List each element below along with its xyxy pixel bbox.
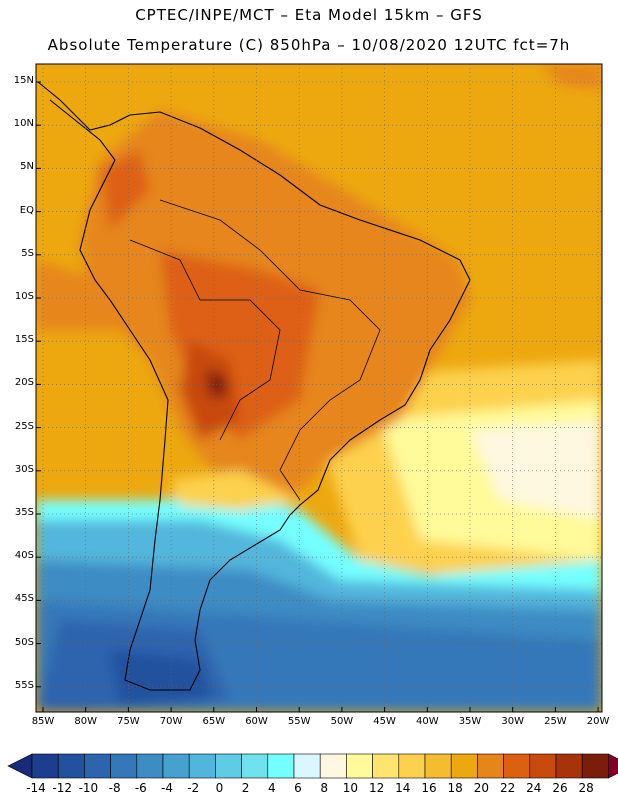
lat-label: 35S	[14, 507, 34, 518]
colorbar-label: -6	[134, 781, 147, 795]
lat-label: 10S	[14, 291, 34, 302]
colorbar-segment	[346, 753, 373, 779]
colorbar-label: 18	[447, 781, 463, 795]
colorbar-label: 22	[499, 781, 516, 795]
colorbar-segment	[581, 753, 609, 779]
colorbar-segment	[398, 753, 426, 779]
colorbar-segment	[215, 753, 242, 779]
lon-label: 50W	[330, 716, 354, 727]
colorbar-segment	[162, 753, 190, 779]
colorbar-segment	[555, 753, 583, 779]
colorbar-label: 12	[368, 781, 385, 795]
colorbar-label: -10	[78, 781, 99, 795]
map-frame	[35, 63, 603, 713]
colorbar-segment	[188, 753, 216, 779]
lon-label: 45W	[373, 716, 396, 727]
lat-label: 25S	[14, 420, 34, 432]
lon-label: 20W	[586, 716, 610, 727]
colorbar-label: 10	[342, 781, 359, 795]
lat-label: 15N	[13, 75, 34, 86]
colorbar-segment	[110, 753, 138, 779]
lon-label: 80W	[74, 716, 97, 727]
colorbar-segment	[503, 753, 531, 779]
colorbar-segment	[84, 753, 111, 779]
lon-label: 25W	[544, 716, 567, 727]
colorbar-label: -14	[26, 781, 46, 795]
colorbar-label: 8	[320, 781, 328, 795]
map-title-line1: CPTEC/INPE/MCT – Eta Model 15km – GFS	[135, 6, 483, 24]
colorbar-label: -2	[187, 781, 200, 795]
lat-label: 30S	[14, 463, 34, 475]
colorbar-segment	[477, 753, 504, 779]
colorbar-segment	[267, 753, 295, 779]
colorbar	[7, 753, 618, 779]
colorbar-label: -8	[108, 781, 121, 795]
lat-label: 45S	[14, 593, 34, 605]
lat-label: 15S	[14, 334, 34, 346]
colorbar-label: 6	[294, 781, 302, 795]
colorbar-under-arrow	[7, 753, 33, 779]
lon-label: 40W	[415, 716, 439, 727]
colorbar-label: 26	[552, 781, 568, 795]
colorbar-segment	[293, 753, 321, 779]
colorbar-label: 20	[473, 781, 490, 795]
lon-label: 30W	[501, 716, 524, 727]
lat-label: 5S	[21, 247, 34, 259]
lon-label: 75W	[117, 716, 140, 727]
colorbar-segment	[424, 753, 452, 779]
colorbar-segment	[136, 753, 164, 779]
colorbar-segment	[450, 753, 478, 779]
country-borders	[129, 199, 381, 501]
colorbar-over-arrow	[608, 753, 618, 779]
colorbar-label: 14	[395, 781, 411, 795]
colorbar-label: 16	[421, 781, 437, 795]
coastline	[37, 81, 471, 691]
lat-label: EQ	[19, 204, 34, 216]
colorbar-label: -4	[161, 781, 173, 795]
colorbar-segment	[31, 753, 59, 779]
lat-label: 50S	[14, 636, 34, 648]
colorbar-segment	[529, 753, 557, 779]
lat-label: 40S	[14, 550, 34, 562]
lon-label: 70W	[159, 716, 183, 727]
colorbar-segment	[372, 753, 400, 779]
colorbar-label: 2	[241, 781, 250, 795]
colorbar-segment	[241, 753, 269, 779]
colorbar-label: 24	[526, 781, 542, 795]
colorbar-label: -12	[52, 781, 72, 795]
lat-label: 10N	[13, 118, 34, 130]
lat-label: 5N	[20, 161, 34, 173]
lon-label: 65W	[202, 716, 226, 727]
map-title-line2: Absolute Temperature (C) 850hPa – 10/08/…	[47, 36, 571, 54]
colorbar-segment	[319, 753, 347, 779]
lat-label: 55S	[14, 679, 34, 691]
colorbar-segment	[57, 753, 85, 779]
temperature-field	[36, 64, 602, 712]
lon-label: 35W	[458, 716, 482, 727]
colorbar-label: 4	[267, 781, 276, 795]
lat-label: 20S	[14, 377, 34, 389]
lon-label: 85W	[31, 716, 55, 727]
colorbar-label: 0	[215, 781, 224, 795]
graticule	[36, 64, 602, 712]
lon-label: 55W	[287, 716, 311, 727]
lon-label: 60W	[245, 716, 268, 727]
colorbar-label: 28	[578, 781, 594, 795]
